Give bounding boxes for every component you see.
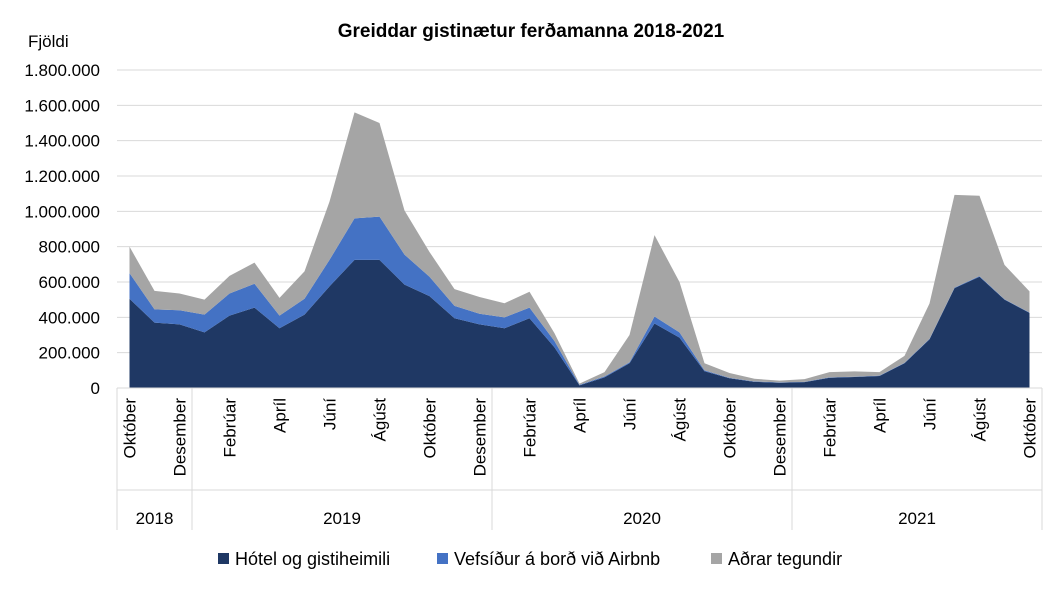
area-series-a-rar-tegundir [129, 112, 1030, 385]
x-tick-label: Ágúst [371, 398, 390, 442]
legend-label: Hótel og gistiheimili [235, 549, 390, 569]
chart-title: Greiddar gistinætur ferðamanna 2018-2021 [338, 21, 725, 42]
x-tick-label: Júní [921, 398, 940, 430]
area-series-h-tel-og-gistiheimili [129, 259, 1030, 388]
y-tick-label: 600.000 [39, 273, 100, 292]
x-tick-label: Október [1021, 398, 1040, 459]
legend-swatch [711, 553, 722, 564]
y-axis-ticks: 0 200.000 400.000 600.000 800.000 1.000.000 1.… [24, 61, 100, 398]
x-tick-label: Júní [621, 398, 640, 430]
x-tick-label: Febrúar [221, 398, 240, 458]
y-tick-label: 1.000.000 [24, 202, 100, 221]
x-tick-label: Desember [771, 398, 790, 477]
area-series [129, 112, 1030, 388]
x-tick-label: Desember [471, 398, 490, 477]
y-tick-label: 0 [91, 379, 100, 398]
x-tick-label: Apríl [571, 398, 590, 433]
y-tick-label: 1.200.000 [24, 167, 100, 186]
year-label: 2020 [623, 509, 661, 528]
area-series-vefs-ur-bor-vi-airbnb [129, 216, 1030, 386]
legend-label: Aðrar tegundir [728, 549, 842, 569]
x-tick-label: Ágúst [971, 398, 990, 442]
x-tick-label: Október [121, 398, 140, 459]
year-label: 2019 [323, 509, 361, 528]
y-tick-label: 1.600.000 [24, 96, 100, 115]
x-tick-label: Október [421, 398, 440, 459]
x-tick-label: Febrúar [821, 398, 840, 458]
x-tick-label: Október [721, 398, 740, 459]
x-axis: Október Desember Febrúar Apríl Júní Ágúst Októ… [116, 387, 1043, 530]
legend: Hótel og gistiheimili Vefsíður á borð við… [218, 549, 842, 569]
year-label: 2018 [136, 509, 174, 528]
y-tick-label: 200.000 [39, 344, 100, 363]
x-tick-label: Apríl [271, 398, 290, 433]
x-tick-label: Apríl [871, 398, 890, 433]
legend-swatch [218, 553, 229, 564]
y-axis-label: Fjöldi [28, 32, 69, 51]
year-label: 2021 [898, 509, 936, 528]
legend-swatch [437, 553, 448, 564]
x-tick-label: Júní [321, 398, 340, 430]
x-tick-label: Ágúst [671, 398, 690, 442]
y-tick-label: 1.800.000 [24, 61, 100, 80]
x-tick-label: Desember [171, 398, 190, 477]
x-tick-label: Febrúar [521, 398, 540, 458]
legend-label: Vefsíður á borð við Airbnb [454, 549, 660, 569]
y-tick-label: 400.000 [39, 308, 100, 327]
y-tick-label: 1.400.000 [24, 132, 100, 151]
y-tick-label: 800.000 [39, 238, 100, 257]
